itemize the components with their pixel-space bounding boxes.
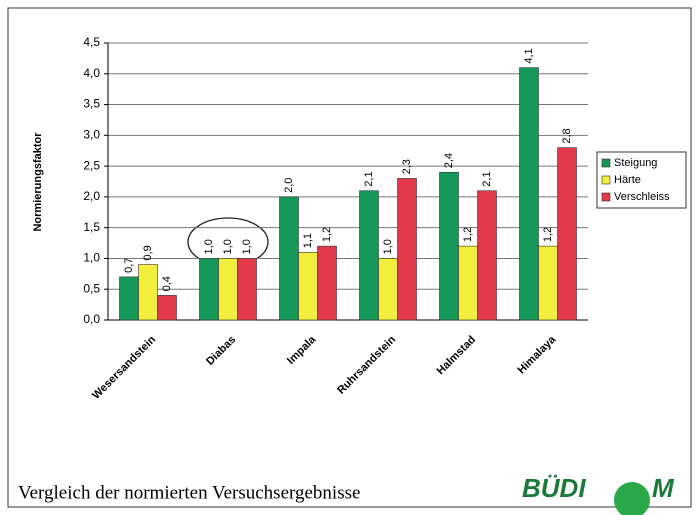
data-label: 0,9 — [142, 245, 154, 260]
data-label: 4,1 — [523, 48, 535, 63]
frame — [7, 7, 692, 508]
logo-circle — [614, 482, 650, 515]
data-label: 2,3 — [401, 159, 413, 174]
legend-label: Härte — [614, 174, 641, 186]
bar — [477, 190, 497, 321]
data-label: 2,0 — [283, 178, 295, 193]
logo-text: BÜDI — [522, 473, 586, 503]
y-tick-label: 4,0 — [83, 66, 100, 80]
data-label: 1,1 — [302, 233, 314, 248]
bar — [519, 67, 539, 321]
y-tick-label: 0,5 — [83, 281, 100, 295]
legend-swatch — [601, 175, 611, 185]
bar — [317, 245, 337, 321]
y-tick-label: 0,0 — [83, 312, 100, 326]
legend-label: Verschleiss — [614, 191, 670, 203]
y-tick-label: 3,0 — [83, 128, 100, 142]
y-axis-label: Normierungsfaktor — [32, 132, 44, 232]
legend-box — [596, 151, 687, 209]
bar — [119, 276, 139, 321]
data-label: 2,8 — [561, 128, 573, 143]
data-label: 0,7 — [123, 258, 135, 273]
footer: Vergleich der normierten Versuchsergebni… — [18, 482, 360, 503]
legend-label: Steigung — [614, 157, 657, 169]
logo-text: M — [652, 473, 675, 503]
bar — [397, 178, 417, 321]
y-tick-label: 1,5 — [83, 220, 100, 234]
bar — [279, 196, 299, 321]
data-label: 2,4 — [443, 153, 455, 168]
y-tick-label: 3,5 — [83, 97, 100, 111]
y-tick-label: 2,5 — [83, 158, 100, 172]
y-tick-label: 4,5 — [83, 35, 100, 49]
data-label: 1,0 — [203, 239, 215, 254]
bar — [359, 190, 379, 321]
y-tick-label: 1,0 — [83, 251, 100, 265]
bar — [298, 251, 318, 321]
legend-swatch — [601, 192, 611, 202]
bar — [538, 245, 558, 321]
bar — [199, 258, 219, 321]
data-label: 1,2 — [462, 227, 474, 242]
data-label: 1,2 — [321, 227, 333, 242]
bar — [157, 295, 177, 321]
legend-swatch — [601, 158, 611, 168]
data-label: 1,0 — [241, 239, 253, 254]
logo: BÜDI M — [522, 473, 675, 515]
bar — [378, 258, 398, 321]
data-label: 2,1 — [481, 171, 493, 186]
y-tick-label: 2,0 — [83, 189, 100, 203]
data-label: 0,4 — [161, 276, 173, 291]
data-label: 1,2 — [542, 227, 554, 242]
data-label: 1,0 — [222, 239, 234, 254]
bar — [458, 245, 478, 321]
bar — [237, 258, 257, 321]
data-label: 1,0 — [382, 239, 394, 254]
bar — [218, 258, 238, 321]
bar — [138, 264, 158, 321]
bar — [439, 171, 459, 321]
data-label: 2,1 — [363, 171, 375, 186]
bar — [557, 147, 577, 321]
